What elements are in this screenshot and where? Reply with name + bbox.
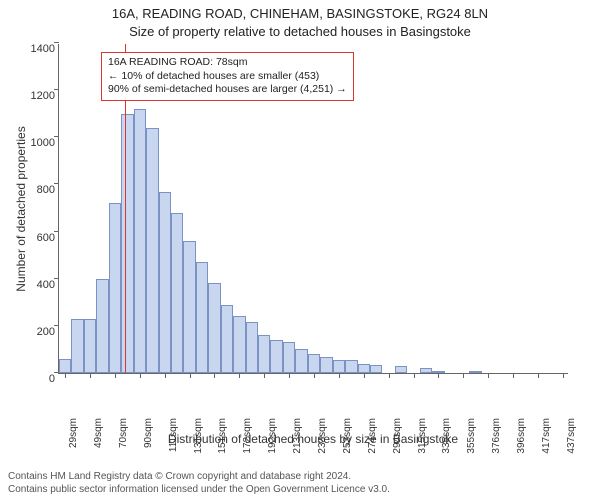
x-tick-mark xyxy=(65,373,66,378)
chart-title-main: 16A, READING ROAD, CHINEHAM, BASINGSTOKE… xyxy=(0,6,600,21)
x-tick-mark xyxy=(389,373,390,378)
x-tick-mark xyxy=(264,373,265,378)
chart-title-sub: Size of property relative to detached ho… xyxy=(0,24,600,39)
histogram-bar xyxy=(183,241,195,373)
histogram-bar xyxy=(121,114,133,373)
histogram-bar xyxy=(233,316,245,373)
y-tick-label: 1000 xyxy=(19,137,55,149)
chart-footer: Contains HM Land Registry data © Crown c… xyxy=(8,471,390,496)
x-tick-mark xyxy=(165,373,166,378)
footer-line-2: Contains public sector information licen… xyxy=(8,484,390,497)
histogram-bar xyxy=(246,322,258,373)
footer-line-1: Contains HM Land Registry data © Crown c… xyxy=(8,471,390,484)
x-tick-mark xyxy=(314,373,315,378)
x-tick-mark xyxy=(414,373,415,378)
x-tick-mark xyxy=(115,373,116,378)
histogram-bar xyxy=(146,128,158,373)
histogram-bar xyxy=(308,354,320,373)
histogram-bar xyxy=(109,203,121,373)
histogram-bar xyxy=(96,279,108,373)
annotation-line-2: ← 10% of detached houses are smaller (45… xyxy=(108,70,347,84)
y-tick-mark xyxy=(54,89,59,90)
y-tick-mark xyxy=(54,325,59,326)
y-tick-label: 1400 xyxy=(19,43,55,55)
y-tick-label: 0 xyxy=(19,373,55,385)
histogram-bar xyxy=(196,262,208,373)
y-tick-mark xyxy=(54,183,59,184)
histogram-bar xyxy=(295,349,307,373)
histogram-bar xyxy=(358,364,370,373)
histogram-bar xyxy=(420,368,432,373)
histogram-bar xyxy=(258,335,270,373)
histogram-bar xyxy=(370,365,382,373)
histogram-bar xyxy=(395,366,407,373)
y-tick-label: 800 xyxy=(19,184,55,196)
x-tick-mark xyxy=(239,373,240,378)
x-tick-mark xyxy=(214,373,215,378)
histogram-bar xyxy=(134,109,146,373)
annotation-line-3: 90% of semi-detached houses are larger (… xyxy=(108,83,347,97)
histogram-bar xyxy=(171,213,183,373)
histogram-bar xyxy=(221,305,233,373)
y-tick-mark xyxy=(54,231,59,232)
x-tick-mark xyxy=(488,373,489,378)
x-tick-mark xyxy=(538,373,539,378)
x-tick-mark xyxy=(289,373,290,378)
y-tick-mark xyxy=(54,278,59,279)
x-tick-mark xyxy=(438,373,439,378)
x-axis-label: Distribution of detached houses by size … xyxy=(58,432,568,446)
x-tick-mark xyxy=(190,373,191,378)
histogram-bar xyxy=(84,319,96,373)
x-tick-mark xyxy=(563,373,564,378)
annotation-box: 16A READING ROAD: 78sqm← 10% of detached… xyxy=(101,52,354,101)
property-size-chart: 16A, READING ROAD, CHINEHAM, BASINGSTOKE… xyxy=(0,0,600,500)
x-tick-mark xyxy=(90,373,91,378)
plot-area: 020040060080010001200140029sqm49sqm70sqm… xyxy=(58,44,568,374)
y-tick-mark xyxy=(54,136,59,137)
histogram-bar xyxy=(333,360,345,373)
x-tick-mark xyxy=(513,373,514,378)
y-tick-label: 1200 xyxy=(19,90,55,102)
histogram-bar xyxy=(345,360,357,373)
y-tick-label: 200 xyxy=(19,326,55,338)
x-tick-mark xyxy=(364,373,365,378)
x-tick-mark xyxy=(339,373,340,378)
histogram-bar xyxy=(208,283,220,373)
x-tick-mark xyxy=(463,373,464,378)
histogram-bar xyxy=(320,357,332,374)
histogram-bar xyxy=(283,342,295,373)
histogram-bar xyxy=(159,192,171,374)
annotation-line-1: 16A READING ROAD: 78sqm xyxy=(108,56,347,70)
y-tick-label: 600 xyxy=(19,232,55,244)
histogram-bar xyxy=(59,359,71,373)
histogram-bar xyxy=(71,319,83,373)
histogram-bar xyxy=(270,340,282,373)
histogram-bar xyxy=(469,371,481,373)
x-tick-mark xyxy=(140,373,141,378)
y-tick-mark xyxy=(54,42,59,43)
y-tick-label: 400 xyxy=(19,279,55,291)
